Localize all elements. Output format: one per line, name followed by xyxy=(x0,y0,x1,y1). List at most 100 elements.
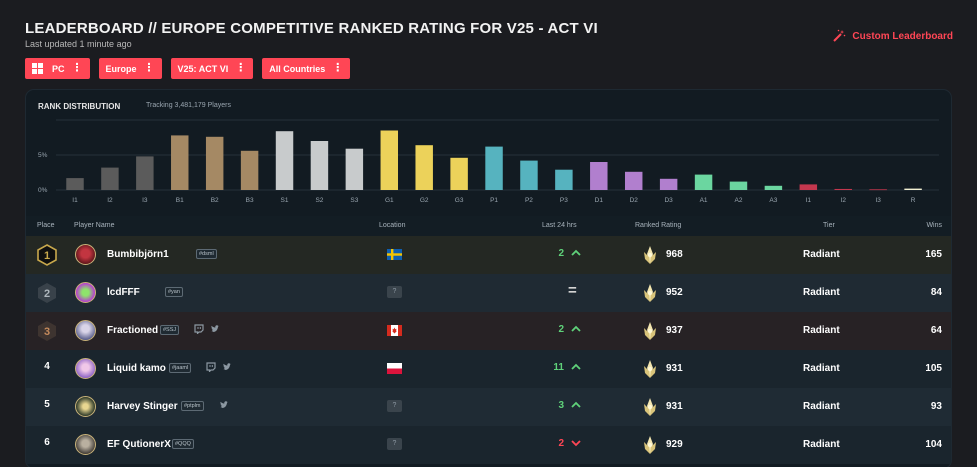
header-rating[interactable]: Ranked Rating xyxy=(635,222,682,229)
player-tag: #SSJ xyxy=(160,325,180,335)
bar-s2[interactable] xyxy=(310,141,329,190)
player-name[interactable]: Bumbibjörn1 xyxy=(107,249,169,260)
x-tick-label: S2 xyxy=(315,197,323,204)
rating-delta: 3 xyxy=(558,400,564,411)
bar-b3[interactable] xyxy=(240,150,259,190)
place-number: 4 xyxy=(44,361,50,372)
place-badge-silver: 2 xyxy=(38,283,56,303)
region-filter-label: Europe xyxy=(105,63,137,74)
svg-text:1: 1 xyxy=(44,250,50,262)
player-tag: #ptplm xyxy=(181,401,204,411)
tier: Radiant xyxy=(803,363,840,374)
bar-s3[interactable] xyxy=(345,148,364,190)
radiant-rank-icon xyxy=(644,322,656,340)
region-filter[interactable]: Europe ⋮ xyxy=(98,58,162,79)
header-place: Place xyxy=(37,222,55,229)
header-location[interactable]: Location xyxy=(379,222,406,229)
bar-a1[interactable] xyxy=(694,174,713,190)
bar-b1[interactable] xyxy=(171,135,189,190)
twitter-icon[interactable] xyxy=(219,400,229,412)
rating-delta: 11 xyxy=(553,362,564,373)
bar-d3[interactable] xyxy=(659,178,678,190)
country-filter[interactable]: All Countries ⋮ xyxy=(262,58,351,79)
avatar xyxy=(75,358,96,379)
table-row[interactable]: 1 Bumbibjörn1 #dsml 2 968 Radiant 165 xyxy=(26,236,951,274)
x-tick-label: S3 xyxy=(350,197,358,204)
table-row[interactable]: 5 Harvey Stinger #ptplm ? 3 931 Radiant … xyxy=(26,388,951,426)
twitter-icon[interactable] xyxy=(210,324,220,336)
x-tick-label: B3 xyxy=(246,197,254,204)
player-name[interactable]: Harvey Stinger xyxy=(107,401,178,412)
bar-i3[interactable] xyxy=(869,189,887,191)
x-tick-label: A1 xyxy=(700,197,708,204)
bar-p1[interactable] xyxy=(485,146,503,190)
rating-delta: 2 xyxy=(558,324,564,335)
x-tick-label: B1 xyxy=(176,197,184,204)
twitch-icon[interactable] xyxy=(206,362,216,374)
unknown-flag-icon: ? xyxy=(387,286,402,298)
bar-g3[interactable] xyxy=(450,157,468,190)
bar-d2[interactable] xyxy=(624,171,643,190)
table-row[interactable]: 3 Fractioned #SSJ 2 937 Radiant 64 xyxy=(26,312,951,350)
header-wins[interactable]: Wins xyxy=(926,222,942,229)
bar-s1[interactable] xyxy=(275,131,294,190)
header-tier[interactable]: Tier xyxy=(823,222,835,229)
bar-i3[interactable] xyxy=(136,156,154,190)
chevron-down-icon xyxy=(571,440,581,447)
rating-delta: 2 xyxy=(558,248,564,259)
header-player[interactable]: Player Name xyxy=(74,222,115,229)
platform-filter[interactable]: PC ⋮ xyxy=(25,58,90,79)
x-tick-label: G3 xyxy=(455,197,464,204)
bar-r[interactable] xyxy=(904,188,922,190)
player-tag: #jaaml xyxy=(169,363,192,373)
player-name[interactable]: Fractioned xyxy=(107,325,159,336)
filter-bar: PC ⋮ Europe ⋮ V25: ACT VI ⋮ All Countrie… xyxy=(25,58,351,79)
radiant-rank-icon xyxy=(644,246,656,264)
rating-unchanged: = xyxy=(568,282,577,299)
unknown-flag-icon: ? xyxy=(387,438,402,450)
act-filter[interactable]: V25: ACT VI ⋮ xyxy=(170,58,254,79)
player-tag: #dsml xyxy=(196,249,217,259)
y-tick-label: 5% xyxy=(38,152,48,159)
table-row[interactable]: 2 lcdFFF #yan ? = 952 Radiant 84 xyxy=(26,274,951,312)
avatar xyxy=(75,244,96,265)
player-name[interactable]: lcdFFF xyxy=(107,287,140,298)
rank-distribution-title: RANK DISTRIBUTION xyxy=(38,102,121,111)
twitch-icon[interactable] xyxy=(194,324,204,336)
rating-delta: 2 xyxy=(558,438,564,449)
avatar xyxy=(75,396,96,417)
twitter-icon[interactable] xyxy=(222,362,232,374)
table-row[interactable]: 4 Liquid kamo #jaaml 11 931 Radiant 105 xyxy=(26,350,951,388)
x-tick-label: D3 xyxy=(664,197,673,204)
x-tick-label: A2 xyxy=(735,197,743,204)
bar-p2[interactable] xyxy=(520,160,538,190)
bar-i2[interactable] xyxy=(834,188,852,190)
chevron-up-icon xyxy=(571,401,581,408)
bar-i1[interactable] xyxy=(66,178,84,190)
svg-text:2: 2 xyxy=(44,288,50,300)
x-tick-label: D2 xyxy=(630,197,639,204)
x-tick-label: G1 xyxy=(385,197,394,204)
ranked-rating: 929 xyxy=(666,439,683,450)
custom-leaderboard-link[interactable]: Custom Leaderboard xyxy=(832,29,953,43)
unknown-flag-icon: ? xyxy=(387,400,402,412)
windows-icon xyxy=(32,63,43,74)
x-tick-label: I2 xyxy=(841,197,847,204)
wins: 93 xyxy=(930,401,942,412)
x-tick-label: P1 xyxy=(490,197,498,204)
header-last24[interactable]: Last 24 hrs xyxy=(542,222,577,229)
player-name[interactable]: Liquid kamo xyxy=(107,363,166,374)
bar-p3[interactable] xyxy=(555,169,573,190)
bar-g2[interactable] xyxy=(415,145,433,190)
place-number: 6 xyxy=(44,437,50,448)
bar-a2[interactable] xyxy=(729,181,748,190)
bar-g1[interactable] xyxy=(380,130,399,191)
bar-a3[interactable] xyxy=(764,185,783,190)
bar-i2[interactable] xyxy=(101,167,119,190)
bar-b2[interactable] xyxy=(205,136,224,190)
player-name[interactable]: EF QutionerX xyxy=(107,439,171,450)
bar-d1[interactable] xyxy=(590,162,608,190)
chevron-up-icon xyxy=(571,249,581,256)
bar-i1[interactable] xyxy=(799,184,818,190)
table-row[interactable]: 6 EF QutionerX #QQQ ? 2 929 Radiant 104 xyxy=(26,426,951,464)
